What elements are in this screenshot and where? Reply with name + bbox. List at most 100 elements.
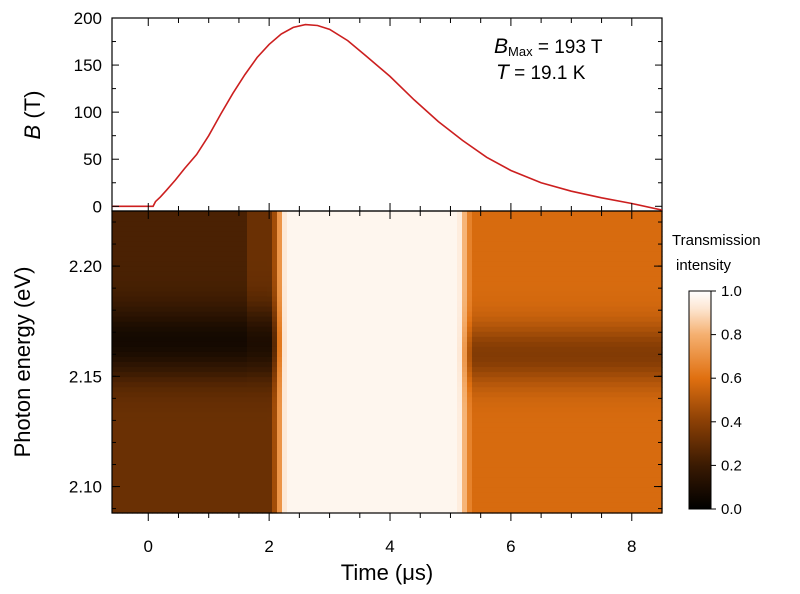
heatmap-cell xyxy=(267,402,273,408)
heatmap-cell xyxy=(357,462,363,469)
heatmap-cell xyxy=(457,467,463,474)
heatmap-cell xyxy=(182,427,188,434)
heatmap-cell xyxy=(322,211,328,217)
heatmap-cell xyxy=(512,341,518,348)
heatmap-cell xyxy=(257,261,263,267)
heatmap-cell xyxy=(302,311,308,318)
heatmap-cell xyxy=(352,407,358,413)
heatmap-cell xyxy=(202,372,208,378)
heatmap-cell xyxy=(167,382,173,388)
heatmap-cell xyxy=(522,276,528,283)
heatmap-cell xyxy=(492,422,498,429)
heatmap-cell xyxy=(302,427,308,434)
heatmap-cell xyxy=(357,407,363,413)
heatmap-cell xyxy=(182,221,188,227)
heatmap-cell xyxy=(332,397,338,403)
heatmap-cell xyxy=(172,467,178,474)
heatmap-cell xyxy=(302,261,308,267)
heatmap-cell xyxy=(327,306,333,313)
heatmap-cell xyxy=(297,412,303,418)
heatmap-cell xyxy=(472,266,478,272)
heatmap-cell xyxy=(262,412,268,418)
heatmap-cell xyxy=(117,316,123,323)
heatmap-cell xyxy=(337,487,343,494)
heatmap-cell xyxy=(207,402,213,408)
heatmap-cell xyxy=(397,281,403,288)
heatmap-cell xyxy=(522,462,528,469)
heatmap-cell xyxy=(512,502,518,509)
heatmap-cell xyxy=(457,311,463,318)
heatmap-cell xyxy=(432,412,438,418)
heatmap-cell xyxy=(512,372,518,378)
heatmap-cell xyxy=(327,261,333,267)
heatmap-cell xyxy=(212,442,218,449)
heatmap-cell xyxy=(512,412,518,418)
heatmap-cell xyxy=(412,356,418,363)
heatmap-cell xyxy=(147,321,153,328)
heatmap-cell xyxy=(162,221,168,227)
heatmap-cell xyxy=(407,367,413,373)
heatmap-cell xyxy=(287,341,293,348)
heatmap-cell xyxy=(192,261,198,267)
heatmap-cell xyxy=(122,492,128,499)
heatmap-cell xyxy=(357,487,363,494)
heatmap-cell xyxy=(122,392,128,398)
heatmap-cell xyxy=(237,482,243,489)
heatmap-cell xyxy=(382,356,388,363)
heatmap-cell xyxy=(447,256,453,262)
heatmap-cell xyxy=(407,402,413,408)
heatmap-cell xyxy=(362,442,368,449)
heatmap-cell xyxy=(497,477,503,484)
heatmap-cell xyxy=(127,372,133,378)
heatmap-cell xyxy=(127,356,133,363)
heatmap-cell xyxy=(237,286,243,293)
heatmap-cell xyxy=(312,442,318,449)
heatmap-cell xyxy=(457,462,463,469)
heatmap-cell xyxy=(212,221,218,227)
heatmap-cell xyxy=(482,422,488,429)
heatmap-cell xyxy=(437,311,443,318)
heatmap-cell xyxy=(357,336,363,343)
heatmap-cell xyxy=(222,241,228,247)
heatmap-cell xyxy=(227,392,233,398)
heatmap-cell xyxy=(132,241,138,247)
heatmap-cell xyxy=(472,362,478,368)
heatmap-cell xyxy=(212,392,218,398)
heatmap-cell xyxy=(462,377,468,383)
heatmap-cell xyxy=(432,502,438,509)
heatmap-cell xyxy=(212,311,218,318)
heatmap-cell xyxy=(332,437,338,444)
heatmap-cell xyxy=(152,341,158,348)
heatmap-cell xyxy=(147,266,153,272)
heatmap-cell xyxy=(467,382,473,388)
heatmap-cell xyxy=(447,417,453,423)
heatmap-cell xyxy=(252,482,258,489)
heatmap-cell xyxy=(447,356,453,363)
heatmap-cell xyxy=(472,467,478,474)
heatmap-cell xyxy=(197,482,203,489)
heatmap-cell xyxy=(492,331,498,338)
heatmap-cell xyxy=(482,417,488,423)
heatmap-cell xyxy=(112,311,118,318)
heatmap-cell xyxy=(382,457,388,464)
heatmap-cell xyxy=(277,497,283,504)
heatmap-cell xyxy=(277,311,283,318)
heatmap-cell xyxy=(152,457,158,464)
heatmap-cell xyxy=(317,341,323,348)
heatmap-cell xyxy=(112,472,118,479)
heatmap-cell xyxy=(347,362,353,368)
heatmap-cell xyxy=(302,351,308,358)
heatmap-cell xyxy=(192,276,198,283)
heatmap-cell xyxy=(297,467,303,474)
heatmap-cell xyxy=(172,392,178,398)
heatmap-cell xyxy=(512,216,518,222)
heatmap-cell xyxy=(137,367,143,373)
heatmap-cell xyxy=(322,256,328,262)
heatmap-cell xyxy=(387,447,393,454)
heatmap-cell xyxy=(287,296,293,303)
heatmap-cell xyxy=(442,392,448,398)
heatmap-cell xyxy=(332,326,338,333)
heatmap-cell xyxy=(217,331,223,338)
heatmap-cell xyxy=(372,447,378,454)
heatmap-cell xyxy=(277,462,283,469)
